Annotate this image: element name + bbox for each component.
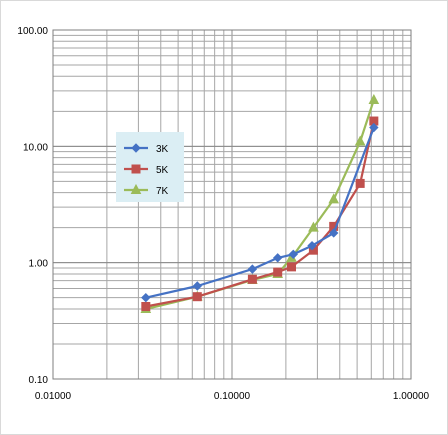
legend-label: 5K (156, 165, 169, 176)
data-point (272, 253, 283, 263)
data-point (307, 240, 317, 251)
data-point (273, 267, 283, 277)
y-tick-label: 10.00 (23, 142, 48, 153)
legend-entry-7k: 7K (124, 183, 169, 197)
tick-labels: 0.10 1.00 10.00 100.00 0.01000 0.10000 1.00000 (17, 26, 429, 402)
data-point (355, 178, 365, 188)
legend-label: 7K (156, 186, 169, 197)
data-point (141, 292, 151, 303)
series-3k (141, 122, 379, 303)
data-point (247, 264, 258, 274)
data-point (130, 183, 142, 194)
series-line (145, 127, 375, 299)
data-point (131, 143, 141, 153)
data-point (192, 281, 203, 291)
gridlines (52, 29, 412, 380)
legend-entry-5k: 5K (124, 164, 169, 176)
series (140, 93, 380, 313)
data-point (369, 122, 379, 133)
x-tick-label: 0.10000 (214, 391, 251, 402)
data-point (141, 301, 151, 311)
data-point (287, 262, 297, 272)
y-tick-label: 1.00 (29, 259, 49, 270)
y-tick-label: 100.00 (17, 26, 48, 37)
data-point (131, 164, 141, 174)
data-point (329, 228, 339, 238)
legend-entry-3k: 3K (124, 143, 169, 155)
data-point (354, 135, 366, 146)
y-tick-label: 0.10 (29, 375, 49, 386)
series-7k (140, 93, 380, 313)
legend-label: 3K (156, 144, 169, 155)
data-point (247, 274, 257, 284)
x-tick-label: 0.01000 (35, 391, 72, 402)
data-point (368, 93, 380, 105)
data-point (192, 292, 202, 302)
legend-box (116, 132, 184, 202)
data-point (288, 249, 299, 260)
x-tick-label: 1.00000 (393, 391, 430, 402)
data-point (308, 221, 319, 232)
series-5k (141, 116, 379, 311)
plot-frame (52, 29, 412, 380)
legend: 3K 5K 7K (116, 132, 184, 202)
data-point (328, 193, 340, 204)
